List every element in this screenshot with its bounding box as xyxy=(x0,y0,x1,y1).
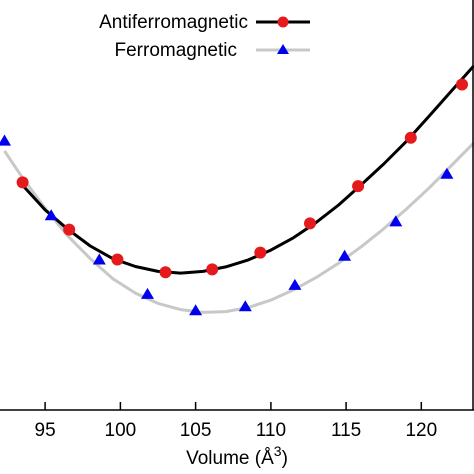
data-point-antiferromagnetic-1 xyxy=(63,223,76,236)
x-tick-label-95: 95 xyxy=(35,420,56,441)
legend-label-ferromagnetic: Ferromagnetic xyxy=(115,40,238,61)
series-markers xyxy=(0,78,468,316)
series-line-antiferromagnetic xyxy=(21,64,474,275)
data-point-antiferromagnetic-2 xyxy=(111,253,124,266)
data-point-antiferromagnetic-4 xyxy=(206,263,219,276)
x-tick-label-120: 120 xyxy=(405,420,437,441)
data-point-antiferromagnetic-9 xyxy=(456,78,468,91)
data-point-antiferromagnetic-5 xyxy=(254,246,267,259)
legend-label-antiferromagnetic: Antiferromagnetic xyxy=(99,12,248,33)
data-point-ferromagnetic-3 xyxy=(141,287,154,299)
series-curves xyxy=(3,64,474,314)
data-point-antiferromagnetic-3 xyxy=(159,266,172,279)
data-point-ferromagnetic-0 xyxy=(0,134,11,146)
chart-legend: Antiferromagnetic Ferromagnetic xyxy=(99,12,310,61)
x-axis-ticks: 95 100 105 110 115 120 xyxy=(35,402,437,441)
x-tick-label-110: 110 xyxy=(256,420,286,441)
data-point-antiferromagnetic-6 xyxy=(304,217,316,230)
x-tick-label-105: 105 xyxy=(180,420,212,441)
data-point-ferromagnetic-7 xyxy=(338,249,352,261)
data-point-ferromagnetic-8 xyxy=(389,215,403,227)
x-tick-label-115: 115 xyxy=(331,420,361,441)
data-point-ferromagnetic-4 xyxy=(189,304,203,316)
plot-axes xyxy=(0,0,474,411)
data-point-antiferromagnetic-7 xyxy=(352,180,365,193)
legend-marker-antiferromagnetic xyxy=(277,16,289,28)
data-point-antiferromagnetic-0 xyxy=(16,176,29,189)
data-point-ferromagnetic-2 xyxy=(92,253,106,265)
x-tick-label-100: 100 xyxy=(105,420,137,441)
data-point-ferromagnetic-6 xyxy=(288,278,302,290)
data-point-ferromagnetic-5 xyxy=(238,300,252,312)
data-point-ferromagnetic-9 xyxy=(440,167,454,179)
x-axis-title: Volume (Å3) xyxy=(186,443,288,469)
data-point-ferromagnetic-1 xyxy=(44,209,58,221)
series-line-ferromagnetic xyxy=(3,141,474,314)
legend-marker-ferromagnetic xyxy=(277,44,289,54)
data-point-antiferromagnetic-8 xyxy=(404,131,417,144)
